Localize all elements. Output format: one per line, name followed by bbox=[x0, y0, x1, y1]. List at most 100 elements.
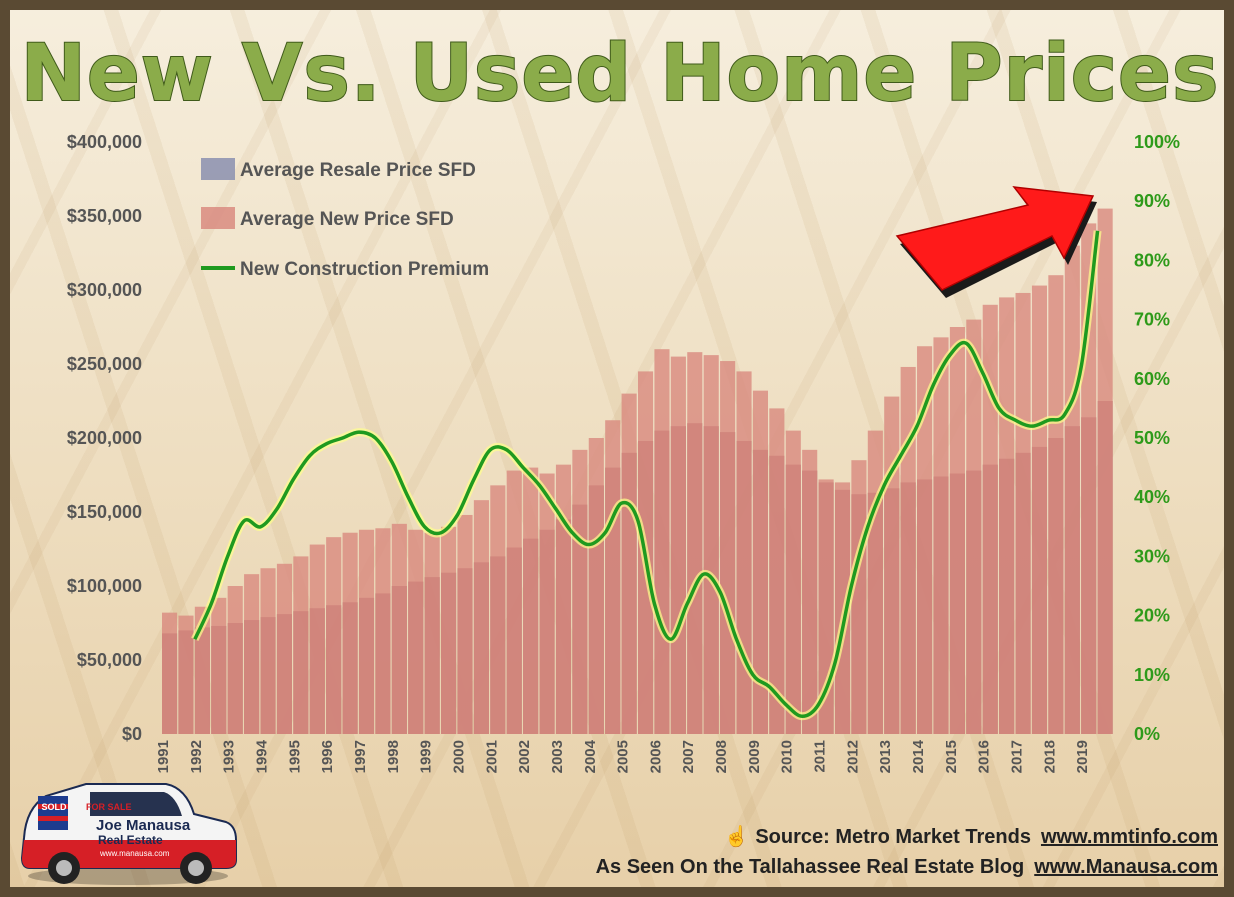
premium-line bbox=[193, 230, 1100, 718]
x-tick-label: 2010 bbox=[779, 740, 796, 773]
construction-background bbox=[10, 10, 1224, 887]
new-price-bar bbox=[621, 393, 637, 734]
x-tick-label: 2001 bbox=[483, 740, 500, 773]
new-price-bar bbox=[326, 537, 342, 734]
x-tick-label: 1998 bbox=[385, 740, 402, 773]
left-tick-label: $150,000 bbox=[67, 502, 142, 522]
new-price-bar bbox=[375, 528, 391, 734]
right-tick-label: 40% bbox=[1134, 487, 1170, 507]
legend-label-premium: New Construction Premium bbox=[240, 259, 489, 280]
chart-title: New Vs. Used Home Prices bbox=[21, 29, 1220, 119]
right-tick-label: 100% bbox=[1134, 132, 1180, 152]
new-price-bar bbox=[293, 556, 309, 734]
new-price-bar bbox=[1048, 275, 1064, 734]
x-tick-label: 2014 bbox=[910, 739, 927, 773]
blog-text: As Seen On the Tallahassee Real Estate B… bbox=[595, 856, 1025, 878]
right-tick-label: 60% bbox=[1134, 369, 1170, 389]
new-price-bar bbox=[523, 467, 539, 734]
x-tick-label: 1991 bbox=[155, 740, 172, 773]
new-price-bar bbox=[966, 319, 982, 734]
right-tick-label: 50% bbox=[1134, 428, 1170, 448]
x-tick-label: 2019 bbox=[1074, 740, 1091, 773]
new-price-bar bbox=[490, 485, 506, 734]
right-tick-label: 70% bbox=[1134, 310, 1170, 330]
legend-label-resale: Average Resale Price SFD bbox=[240, 160, 476, 181]
new-price-bar bbox=[572, 449, 588, 734]
new-bars bbox=[162, 208, 1113, 735]
right-tick-label: 80% bbox=[1134, 250, 1170, 270]
right-axis-ticks: 0% 10% 20% 30% 40% 50% 60% 70% 80% 90% 100% bbox=[1134, 132, 1180, 744]
new-price-bar bbox=[309, 544, 325, 734]
new-price-bar bbox=[391, 523, 407, 734]
legend-swatch-new bbox=[201, 207, 235, 229]
new-price-bar bbox=[342, 532, 358, 734]
source-text: Source: Metro Market Trends bbox=[755, 826, 1031, 848]
left-tick-label: $350,000 bbox=[67, 206, 142, 226]
new-price-bar bbox=[884, 396, 900, 734]
new-price-bar bbox=[473, 500, 489, 734]
x-tick-label: 1994 bbox=[253, 739, 270, 773]
new-price-bar bbox=[539, 473, 555, 734]
x-tick-label: 2013 bbox=[877, 740, 894, 773]
new-price-bar bbox=[408, 529, 424, 734]
right-tick-label: 90% bbox=[1134, 191, 1170, 211]
brand-name: Joe Manausa bbox=[96, 817, 191, 834]
x-tick-label: 1993 bbox=[221, 740, 238, 773]
new-price-bar bbox=[867, 430, 883, 734]
x-tick-label: 2016 bbox=[976, 740, 993, 773]
pointing-hand-icon: ☝ bbox=[724, 826, 750, 848]
new-price-bar bbox=[851, 460, 867, 734]
new-price-bar bbox=[162, 612, 178, 734]
new-price-bar bbox=[424, 532, 440, 734]
new-price-bar bbox=[276, 563, 292, 734]
left-tick-label: $300,000 bbox=[67, 280, 142, 300]
new-price-bar bbox=[949, 327, 965, 734]
new-price-bar bbox=[555, 464, 572, 734]
legend-label-new: Average New Price SFD bbox=[240, 209, 454, 230]
x-tick-label: 1997 bbox=[352, 740, 369, 773]
new-price-bar bbox=[654, 349, 670, 734]
x-tick-label: 1999 bbox=[418, 740, 435, 773]
x-tick-label: 2012 bbox=[844, 740, 861, 773]
left-tick-label: $250,000 bbox=[67, 354, 142, 374]
new-price-bar bbox=[834, 482, 851, 734]
new-price-bar bbox=[506, 470, 522, 734]
new-price-bar bbox=[720, 361, 736, 734]
left-axis-ticks: $0 $50,000 $100,000 $150,000 $200,000 $250,00… bbox=[67, 132, 142, 744]
new-price-bar bbox=[178, 615, 194, 734]
x-tick-label: 2006 bbox=[647, 740, 664, 773]
brand-subtitle: Real Estate bbox=[98, 833, 163, 847]
source-link[interactable]: www.mmtinfo.com bbox=[1040, 826, 1218, 848]
blog-link[interactable]: www.Manausa.com bbox=[1034, 856, 1218, 878]
source-line: ☝ Source: Metro Market Trends www.mmtinfo.… bbox=[724, 824, 1218, 849]
new-price-bar bbox=[802, 449, 818, 734]
for-sale-sign: FOR SALE bbox=[86, 802, 132, 812]
new-price-bar bbox=[933, 337, 949, 734]
x-tick-label: 2011 bbox=[812, 740, 829, 773]
new-price-bar bbox=[687, 352, 703, 734]
left-tick-label: $200,000 bbox=[67, 428, 142, 448]
x-tick-label: 2000 bbox=[450, 740, 467, 773]
new-price-bar bbox=[227, 586, 243, 734]
new-price-bar bbox=[244, 574, 260, 734]
new-price-bar bbox=[1015, 292, 1031, 734]
x-tick-label: 2008 bbox=[713, 740, 730, 773]
left-tick-label: $100,000 bbox=[67, 576, 142, 596]
new-price-bar bbox=[917, 346, 933, 734]
legend-swatch-resale bbox=[201, 158, 235, 180]
new-price-bar bbox=[769, 408, 785, 734]
x-tick-label: 2015 bbox=[943, 740, 960, 773]
new-price-bar bbox=[785, 430, 801, 734]
brand-website: www.manausa.com bbox=[99, 849, 170, 858]
x-tick-label: 1992 bbox=[188, 740, 205, 773]
x-tick-label: 2002 bbox=[516, 740, 533, 773]
left-tick-label: $0 bbox=[122, 724, 142, 744]
new-price-bar bbox=[1064, 245, 1080, 734]
x-tick-label: 2004 bbox=[582, 739, 599, 773]
new-price-bar bbox=[982, 304, 998, 734]
new-price-bar bbox=[358, 529, 375, 734]
new-price-bar bbox=[457, 514, 473, 734]
new-price-bar bbox=[441, 526, 457, 734]
